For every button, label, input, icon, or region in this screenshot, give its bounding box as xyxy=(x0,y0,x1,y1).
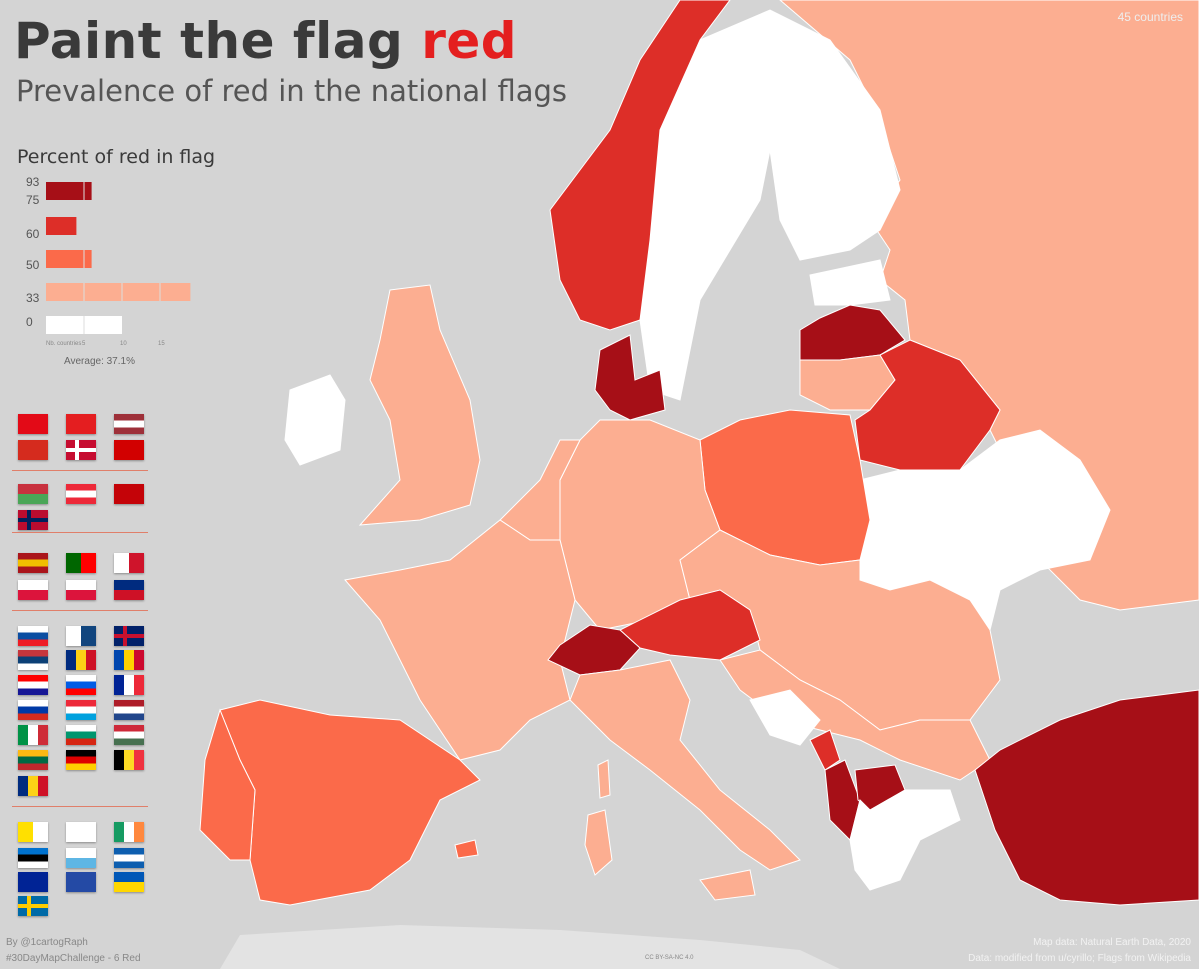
flag-icon xyxy=(114,872,144,892)
flag-icon xyxy=(114,484,144,504)
flag-group-separator xyxy=(12,532,148,533)
flag-icon xyxy=(18,650,48,670)
country-turkey[interactable] xyxy=(974,689,1199,906)
island-balearic xyxy=(454,839,479,859)
legend-bar-3 xyxy=(46,283,191,301)
credit-author: By @1cartogRaph xyxy=(6,937,88,948)
flag-icon xyxy=(18,675,48,695)
country-count: 45 countries xyxy=(1117,10,1183,24)
flag-icon xyxy=(66,750,96,770)
island-corsica xyxy=(597,759,611,799)
flag-icon xyxy=(18,872,48,892)
flag-group-separator xyxy=(12,610,148,611)
legend-average: Average: 37.1% xyxy=(64,356,135,367)
flag-icon xyxy=(18,580,48,600)
flag-icon xyxy=(114,848,144,868)
flag-icon xyxy=(18,553,48,573)
legend-axis-tick-1: 10 xyxy=(120,341,127,347)
credit-challenge: #30DayMapChallenge - 6 Red xyxy=(6,953,141,964)
country-estonia[interactable] xyxy=(809,259,891,306)
legend-tick-3: 50 xyxy=(26,258,40,272)
flag-icon xyxy=(114,675,144,695)
land-africa xyxy=(220,925,840,969)
legend-tick-5: 0 xyxy=(26,315,33,329)
flag-icon xyxy=(114,414,144,434)
flag-icon xyxy=(66,650,96,670)
legend-tick-4: 33 xyxy=(26,291,40,305)
flag-icon xyxy=(66,872,96,892)
flag-icon xyxy=(114,725,144,745)
flag-icon xyxy=(114,626,144,646)
legend-bar-2 xyxy=(46,250,92,268)
legend-title: Percent of red in flag xyxy=(17,146,216,168)
country-austria[interactable] xyxy=(619,589,761,661)
flag-icon xyxy=(18,725,48,745)
flag-icon xyxy=(114,553,144,573)
legend-tick-1: 75 xyxy=(26,193,40,207)
country-bosnia[interactable] xyxy=(749,689,821,746)
flag-icon xyxy=(18,414,48,434)
legend-bar-1 xyxy=(46,217,77,235)
credit-mapdata: Map data: Natural Earth Data, 2020 xyxy=(1033,937,1191,948)
flag-icon xyxy=(114,440,144,460)
flag-group-separator xyxy=(12,806,148,807)
flag-icon xyxy=(114,750,144,770)
flag-icon xyxy=(66,675,96,695)
legend-axis-label: Nb. countries xyxy=(46,341,81,347)
flag-icon xyxy=(18,440,48,460)
country-norway[interactable] xyxy=(549,0,731,331)
legend-histogram: 93 75 60 50 33 0 Nb. countries 5 10 15 xyxy=(26,175,191,347)
legend-axis-tick-0: 5 xyxy=(82,341,86,347)
flag-icon xyxy=(114,650,144,670)
flag-icon xyxy=(66,822,96,842)
flag-icon xyxy=(66,700,96,720)
credit-data: Data: modified from u/cyrillo; Flags fro… xyxy=(968,953,1191,964)
country-denmark[interactable] xyxy=(594,334,666,421)
page-subtitle: Prevalence of red in the national flags xyxy=(16,74,568,108)
flag-icon xyxy=(18,896,48,916)
title-accent: red xyxy=(421,12,518,70)
flag-icon xyxy=(114,580,144,600)
flag-icon xyxy=(18,822,48,842)
flag-icon xyxy=(114,700,144,720)
flag-icon xyxy=(18,700,48,720)
credit-license: CC BY-SA-NC 4.0 xyxy=(645,955,694,961)
flag-icon xyxy=(66,484,96,504)
flag-icon xyxy=(66,626,96,646)
country-ireland[interactable] xyxy=(284,374,346,466)
island-sardinia xyxy=(584,809,613,876)
country-switzerland[interactable] xyxy=(547,624,641,676)
flag-icon xyxy=(18,626,48,646)
country-montenegro[interactable] xyxy=(809,729,841,771)
page-title: Paint the flag red xyxy=(14,12,518,70)
flag-icon xyxy=(66,580,96,600)
flag-icon xyxy=(18,510,48,530)
flag-group-separator xyxy=(12,470,148,471)
island-sicily xyxy=(699,869,756,901)
flag-icon xyxy=(18,848,48,868)
country-greece[interactable] xyxy=(849,789,961,891)
country-france[interactable] xyxy=(344,519,576,761)
flag-icon xyxy=(66,440,96,460)
flag-icon xyxy=(66,848,96,868)
flag-icon xyxy=(66,553,96,573)
legend-axis-tick-2: 15 xyxy=(158,341,165,347)
flag-icon xyxy=(18,776,48,796)
flag-icon xyxy=(18,484,48,504)
flag-icon xyxy=(66,414,96,434)
legend-tick-2: 60 xyxy=(26,227,40,241)
country-portugal[interactable] xyxy=(199,708,256,861)
flag-icon xyxy=(66,725,96,745)
legend-tick-0: 93 xyxy=(26,175,40,189)
legend-bar-0 xyxy=(46,182,92,200)
flag-icon xyxy=(114,822,144,842)
country-italy[interactable] xyxy=(569,659,801,871)
flag-icon xyxy=(18,750,48,770)
country-uk[interactable] xyxy=(358,284,481,526)
